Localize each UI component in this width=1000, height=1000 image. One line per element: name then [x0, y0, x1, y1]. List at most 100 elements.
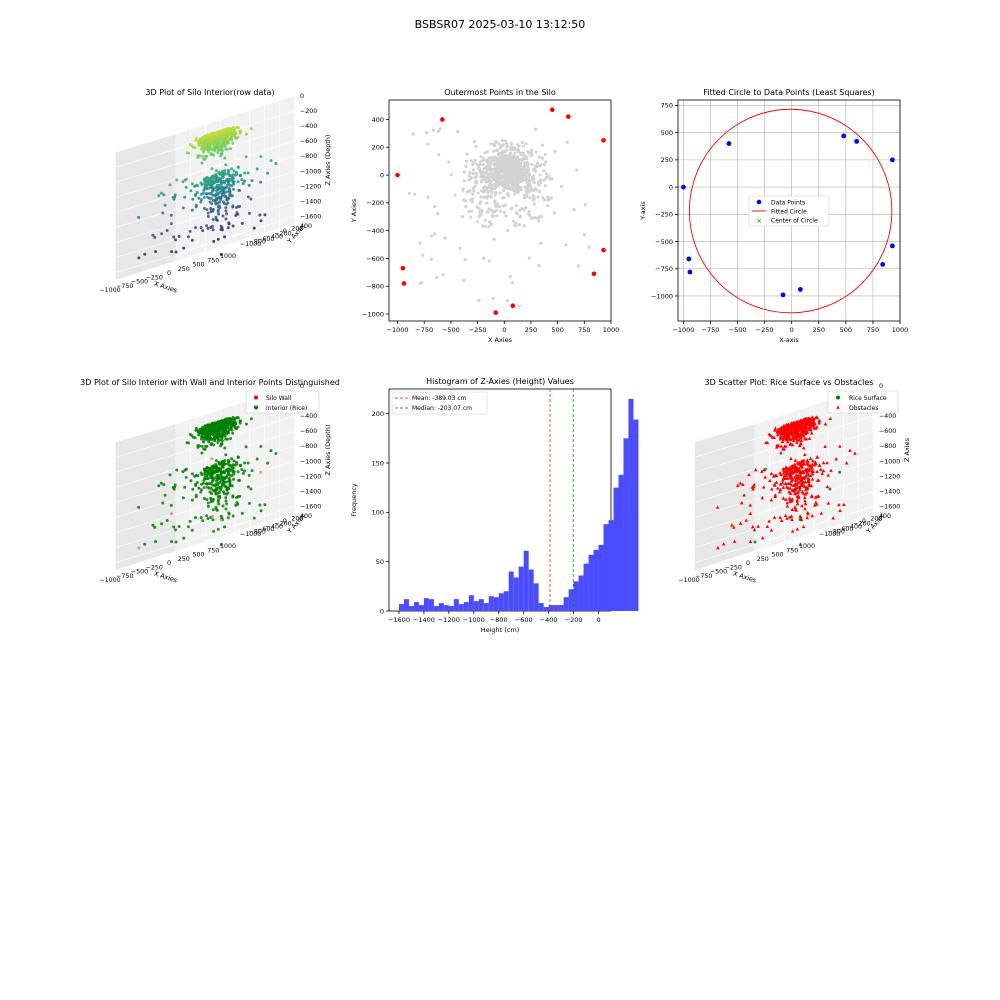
scatter-point — [222, 138, 226, 142]
data-point — [880, 261, 886, 267]
grid-line — [174, 115, 236, 262]
scatter-point — [232, 133, 236, 137]
scatter-point — [231, 141, 235, 145]
scatter-point — [817, 418, 822, 423]
grid-line — [174, 405, 236, 552]
scatter-point — [205, 187, 209, 191]
scatter-point — [793, 478, 798, 482]
scatter-point — [219, 468, 223, 472]
interior-point — [496, 184, 501, 188]
interior-point — [477, 214, 482, 218]
interior-point — [441, 273, 445, 277]
histogram-bar — [603, 524, 609, 611]
scatter-point — [204, 444, 208, 448]
scatter-point — [219, 142, 223, 146]
scatter-point — [804, 424, 808, 428]
interior-point — [477, 298, 481, 302]
interior-point — [436, 129, 441, 134]
scatter-point — [821, 460, 826, 465]
histogram-bar — [588, 554, 594, 611]
scatter-point — [212, 529, 216, 533]
scatter-point — [200, 154, 204, 158]
scatter-point — [201, 519, 205, 523]
y-tick-label: −200 — [366, 199, 384, 207]
scatter-point — [200, 444, 204, 448]
scatter-point — [246, 171, 250, 175]
y-tick-label: −1000 — [362, 310, 384, 318]
interior-point — [471, 168, 476, 172]
scatter-point — [799, 438, 804, 442]
interior-point — [532, 197, 536, 201]
interior-point — [523, 193, 527, 197]
interior-point — [497, 205, 502, 209]
z-axis-label: Z Axies — [903, 437, 911, 462]
interior-point — [539, 241, 543, 245]
interior-point — [490, 156, 494, 160]
scatter-point — [258, 503, 262, 507]
scatter-point — [232, 470, 236, 474]
scatter-point — [790, 443, 795, 447]
scatter-point — [798, 421, 802, 426]
interior-point — [500, 138, 504, 143]
grid-line — [219, 100, 280, 248]
scatter-point — [219, 422, 223, 426]
scatter-point — [244, 422, 248, 426]
x-tick-label: 750 — [578, 326, 590, 334]
legend-box — [391, 391, 488, 415]
scatter-point — [776, 486, 780, 490]
scatter-point — [797, 487, 802, 492]
histogram-bar — [413, 602, 419, 611]
panel-outermost-points: −1000 −750 −500 −250 0 250 500 750 1000 400 200 0 −2… — [350, 88, 619, 344]
scatter-point — [244, 155, 248, 159]
scatter-point — [793, 430, 797, 434]
scatter-point — [194, 226, 198, 230]
scatter-point — [222, 201, 226, 205]
interior-point — [527, 213, 532, 218]
scatter-point — [790, 464, 795, 468]
scatter-point — [789, 456, 793, 461]
interior-point — [506, 194, 510, 198]
scatter-point — [206, 485, 210, 489]
interior-point — [485, 201, 489, 205]
scatter-point — [225, 488, 229, 492]
data-point — [890, 243, 895, 249]
legend-marker-center: × — [756, 217, 762, 225]
scatter-points — [137, 415, 278, 550]
scatter-point — [804, 473, 808, 477]
z-tick-label: −1200 — [879, 473, 900, 480]
interior-point — [583, 203, 587, 207]
interior-point — [491, 296, 495, 300]
interior-point — [538, 164, 542, 168]
scatter-point — [780, 439, 785, 444]
interior-point — [475, 220, 479, 224]
scatter-point — [780, 481, 785, 485]
scatter-point — [202, 206, 206, 210]
grid-line — [783, 395, 844, 542]
scatter-point — [225, 134, 229, 138]
interior-point — [522, 224, 526, 228]
interior-point — [492, 174, 497, 179]
fitted-circle — [688, 108, 893, 314]
scatter-point — [222, 471, 226, 475]
histogram-bar — [398, 604, 404, 611]
scatter-point — [202, 496, 206, 500]
scatter-point — [215, 479, 219, 483]
scatter-point — [226, 168, 230, 172]
scatter-point — [205, 425, 209, 429]
scatter-point — [223, 144, 227, 148]
scatter-point — [786, 423, 790, 427]
scatter-point — [169, 512, 173, 516]
scatter-point — [210, 492, 214, 496]
interior-point — [513, 223, 517, 227]
interior-point — [515, 155, 520, 159]
interior-point — [421, 253, 425, 257]
scatter-point — [154, 540, 158, 544]
scatter-point — [220, 463, 224, 467]
scatter-point — [162, 193, 166, 197]
scatter-point — [798, 470, 803, 475]
x-tick-label: −1000 — [387, 326, 409, 334]
interior-point — [518, 174, 522, 178]
scatter-point — [223, 156, 227, 160]
scatter-point — [205, 498, 209, 502]
scatter-point — [206, 516, 210, 520]
